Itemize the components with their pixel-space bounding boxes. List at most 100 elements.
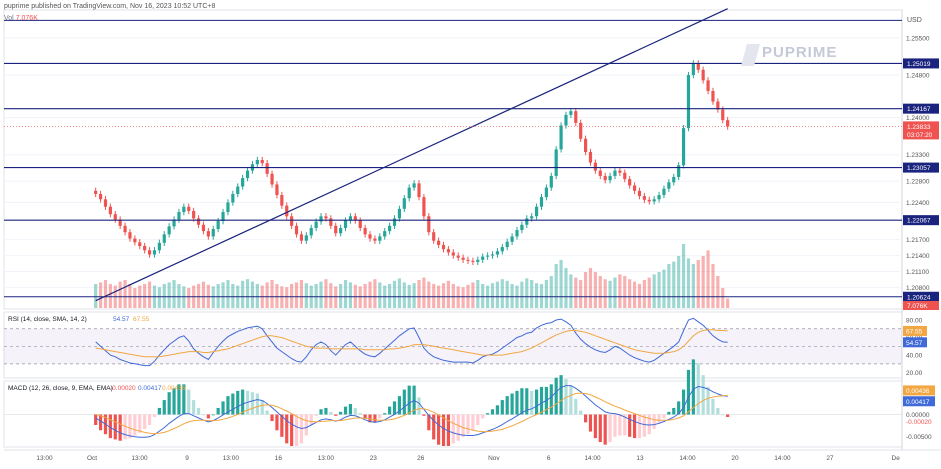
candle-body bbox=[672, 176, 676, 183]
macd-histogram-bar bbox=[339, 411, 343, 415]
signal-legend-value: 0.00436 bbox=[162, 385, 186, 392]
volume-bar bbox=[628, 279, 632, 308]
macd-histogram-bar bbox=[505, 396, 509, 415]
macd-histogram-bar bbox=[476, 414, 480, 425]
candle-body bbox=[339, 227, 343, 234]
candle-body bbox=[388, 225, 392, 232]
macd-histogram-bar bbox=[486, 413, 490, 415]
candle-body bbox=[441, 244, 446, 250]
macd-histogram-bar bbox=[196, 407, 201, 415]
macd-histogram-bar bbox=[510, 393, 514, 415]
candle-body bbox=[446, 249, 450, 253]
macd-histogram-bar bbox=[343, 406, 348, 415]
macd-histogram-bar bbox=[637, 414, 642, 439]
volume-bar bbox=[172, 280, 176, 308]
macd-histogram-bar bbox=[569, 385, 573, 415]
volume-bar bbox=[481, 284, 485, 308]
candle-body bbox=[182, 206, 186, 213]
macd-histogram-bar bbox=[574, 398, 578, 415]
volume-bar bbox=[167, 282, 171, 308]
candle-body bbox=[544, 187, 548, 198]
candle-body bbox=[343, 220, 348, 228]
macd-histogram-bar bbox=[285, 414, 289, 444]
time-tick-label: 13:00 bbox=[223, 455, 240, 462]
volume-bar bbox=[378, 282, 382, 308]
candle-body bbox=[226, 202, 230, 213]
candle-body bbox=[583, 138, 588, 153]
volume-bar bbox=[451, 284, 455, 308]
volume-bar bbox=[534, 283, 539, 308]
time-tick-label: 20 bbox=[731, 455, 739, 462]
vol-value: 7.076K bbox=[15, 15, 38, 22]
volume-bar bbox=[632, 281, 637, 308]
macd-histogram-bar bbox=[579, 410, 583, 415]
volume-bar bbox=[471, 282, 475, 308]
candle-body bbox=[681, 128, 686, 166]
macd-histogram-bar bbox=[539, 386, 544, 415]
volume-bar bbox=[157, 287, 161, 308]
rsi-sma-legend-value: 67.55 bbox=[133, 316, 150, 323]
candle-body bbox=[598, 170, 602, 176]
volume-bar bbox=[231, 284, 235, 308]
macd-histogram-bar bbox=[167, 392, 171, 415]
volume-bar bbox=[422, 277, 426, 308]
macd-histogram-bar bbox=[451, 414, 455, 444]
candle-body bbox=[549, 175, 553, 188]
macd-line bbox=[95, 385, 728, 438]
macd-histogram-bar bbox=[324, 407, 328, 415]
macd-histogram-bar bbox=[520, 388, 524, 415]
macd-histogram-bar bbox=[677, 401, 681, 415]
volume-bar bbox=[98, 282, 103, 308]
macd-pane bbox=[3, 380, 903, 448]
candle-body bbox=[407, 187, 411, 199]
price-tick-label: 1.24800 bbox=[906, 73, 930, 80]
last-price-label: 1.23833 bbox=[907, 124, 931, 131]
rsi-tick-label: 20.00 bbox=[906, 370, 923, 377]
volume-bar bbox=[118, 281, 122, 308]
volume-bar bbox=[691, 264, 695, 308]
time-tick-label: 27 bbox=[826, 455, 834, 462]
macd-histogram-bar bbox=[549, 384, 553, 415]
macd-histogram-bar bbox=[441, 414, 446, 446]
candle-body bbox=[324, 216, 328, 219]
macd-histogram-bar bbox=[647, 414, 651, 435]
volume-tag-label: 7.076K bbox=[907, 303, 928, 310]
macd-histogram-bar bbox=[192, 400, 196, 415]
candle-body bbox=[721, 109, 725, 121]
price-tick-label: 1.22400 bbox=[906, 200, 930, 207]
macd-histogram-bar bbox=[358, 413, 362, 415]
macd-histogram-bar bbox=[363, 414, 367, 419]
volume-bar bbox=[554, 264, 558, 308]
candle-body bbox=[363, 227, 367, 235]
candle-body bbox=[167, 226, 171, 235]
volume-bar bbox=[388, 284, 392, 308]
candle-body bbox=[299, 234, 304, 241]
volume-bar bbox=[216, 284, 220, 308]
time-tick-label: 13:00 bbox=[36, 455, 53, 462]
macd-histogram-bar bbox=[250, 392, 255, 415]
volume-bar bbox=[285, 287, 289, 308]
volume-bar bbox=[495, 281, 499, 308]
candle-body bbox=[294, 225, 299, 235]
candle-body bbox=[515, 230, 519, 237]
candle-body bbox=[358, 220, 362, 228]
candle-body bbox=[216, 221, 220, 230]
macd-histogram-bar bbox=[157, 407, 161, 415]
volume-bar bbox=[221, 282, 225, 308]
candle-body bbox=[152, 250, 157, 255]
time-tick-label: 14:00 bbox=[679, 455, 696, 462]
candle-body bbox=[211, 229, 215, 237]
candle-body bbox=[201, 224, 206, 232]
rsi-axis-tag-label: 54.57 bbox=[906, 340, 923, 347]
level-price-tag bbox=[903, 215, 939, 226]
time-tick-label: 14:00 bbox=[584, 455, 601, 462]
macd-histogram-bar bbox=[603, 414, 607, 445]
macd-histogram-bar bbox=[608, 414, 612, 443]
volume-bar bbox=[441, 283, 446, 308]
price-tick-label: 1.21100 bbox=[906, 269, 929, 276]
candle-body bbox=[348, 216, 353, 221]
volume-bar bbox=[544, 280, 548, 308]
macd-histogram-bar bbox=[216, 407, 220, 415]
volume-bar bbox=[339, 284, 343, 308]
